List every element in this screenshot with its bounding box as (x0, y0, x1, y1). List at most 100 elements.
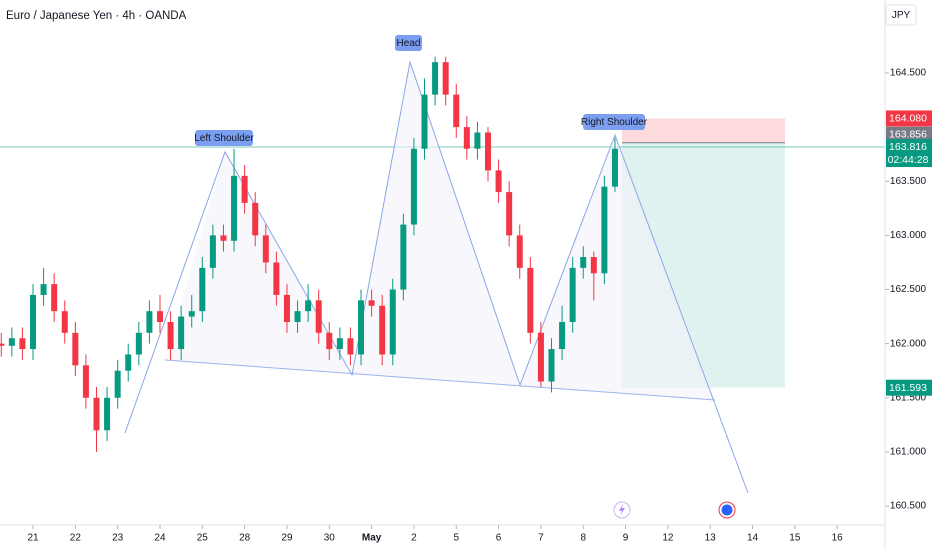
x-tick-label: 15 (789, 533, 801, 544)
label-box (583, 114, 645, 130)
candle-body (146, 311, 153, 333)
pattern-fill (165, 62, 715, 400)
candle-body (82, 365, 89, 398)
candle-body (231, 175, 238, 241)
price-label-box (886, 379, 932, 396)
candle-body (474, 132, 481, 149)
x-tick-label: 2 (411, 533, 417, 544)
candle-body (209, 235, 216, 268)
candle-body (199, 267, 206, 312)
pattern-label: Right Shoulder (581, 117, 648, 128)
y-tick-label: 164.500 (890, 68, 927, 79)
y-tick-label: 162.500 (890, 284, 927, 295)
candle-body (30, 294, 37, 350)
x-tick-label: 29 (281, 533, 293, 544)
candle-body (283, 294, 290, 322)
candle-body (527, 267, 534, 333)
x-tick-label: 23 (112, 533, 124, 544)
candle-body (347, 338, 354, 355)
candle-body (0, 343, 5, 346)
candle-body (516, 235, 523, 268)
candle-body (305, 300, 312, 312)
candle-body (410, 148, 417, 225)
candle-body (262, 235, 269, 263)
candle-body (453, 94, 460, 128)
price-label-box (886, 126, 932, 142)
event-icon-glyph (721, 504, 733, 516)
x-tick-label: 24 (154, 533, 166, 544)
candle-body (400, 224, 407, 290)
price-label-box (886, 110, 932, 127)
candle-body (495, 170, 502, 193)
candle-body (590, 257, 597, 274)
candle-body (114, 370, 121, 398)
price-label: 163.816 (889, 141, 927, 153)
candle-body (125, 354, 132, 371)
x-tick-label: 30 (324, 533, 336, 544)
x-tick-label: 7 (538, 533, 544, 544)
candle-body (611, 148, 618, 187)
y-tick-label: 160.500 (890, 501, 927, 512)
currency-box[interactable] (885, 4, 917, 26)
label-box (395, 35, 422, 51)
price-label: 161.593 (889, 382, 927, 394)
neckline (164, 359, 716, 401)
candle-body (40, 284, 47, 295)
x-tick-label: 6 (496, 533, 502, 544)
currency[interactable]: JPY (892, 10, 911, 21)
event-icon-glyph (619, 504, 625, 516)
y-tick-label: 161.000 (890, 447, 927, 458)
stop-zone (622, 118, 785, 143)
candle-body (484, 132, 491, 171)
candle-body (72, 332, 79, 366)
x-tick-label: 28 (239, 533, 251, 544)
candle-body (506, 192, 513, 236)
candle-body (188, 311, 195, 317)
candle-body (368, 300, 375, 306)
y-tick-label: 161.500 (890, 392, 927, 403)
x-tick-label: 21 (27, 533, 39, 544)
candle-body (336, 338, 343, 350)
candle-body (569, 267, 576, 322)
candle-body (601, 186, 608, 274)
candle-body (442, 62, 449, 95)
price-label-box (886, 139, 932, 168)
candle-body (51, 284, 58, 312)
y-tick-label: 163.500 (890, 176, 927, 187)
candle-body (432, 62, 439, 95)
pattern-label: Head (397, 38, 421, 49)
candle-body (135, 332, 142, 355)
x-tick-label: 8 (580, 533, 586, 544)
chart-title: Euro / Japanese Yen · 4h · OANDA (6, 10, 187, 22)
candle-body (220, 235, 227, 241)
candle-body (167, 321, 174, 350)
candle-body (379, 305, 386, 355)
x-tick-label: 12 (662, 533, 674, 544)
x-tick-label: 25 (197, 533, 209, 544)
candle-body (178, 316, 185, 350)
x-tick-label: May (362, 533, 382, 544)
candle-body (241, 175, 248, 203)
candle-body (537, 332, 544, 382)
candle-body (273, 262, 280, 295)
price-label: 164.080 (889, 113, 927, 125)
x-tick-label: 9 (623, 533, 629, 544)
y-tick-label: 162.000 (890, 338, 927, 349)
candle-body (104, 397, 111, 431)
candle-body (156, 311, 163, 322)
price-label: 163.856 (889, 128, 927, 140)
candle-body (559, 321, 566, 350)
label-box (195, 130, 253, 146)
candle-body (580, 257, 587, 268)
x-tick-label: 22 (70, 533, 82, 544)
candle-body (93, 397, 100, 431)
candle-body (19, 338, 26, 350)
candle-body (326, 332, 333, 350)
candle-body (8, 338, 15, 346)
x-tick-label: 5 (453, 533, 459, 544)
x-tick-label: 14 (747, 533, 759, 544)
candle-body (315, 300, 322, 333)
candle-body (548, 349, 555, 382)
candle-body (421, 94, 428, 149)
